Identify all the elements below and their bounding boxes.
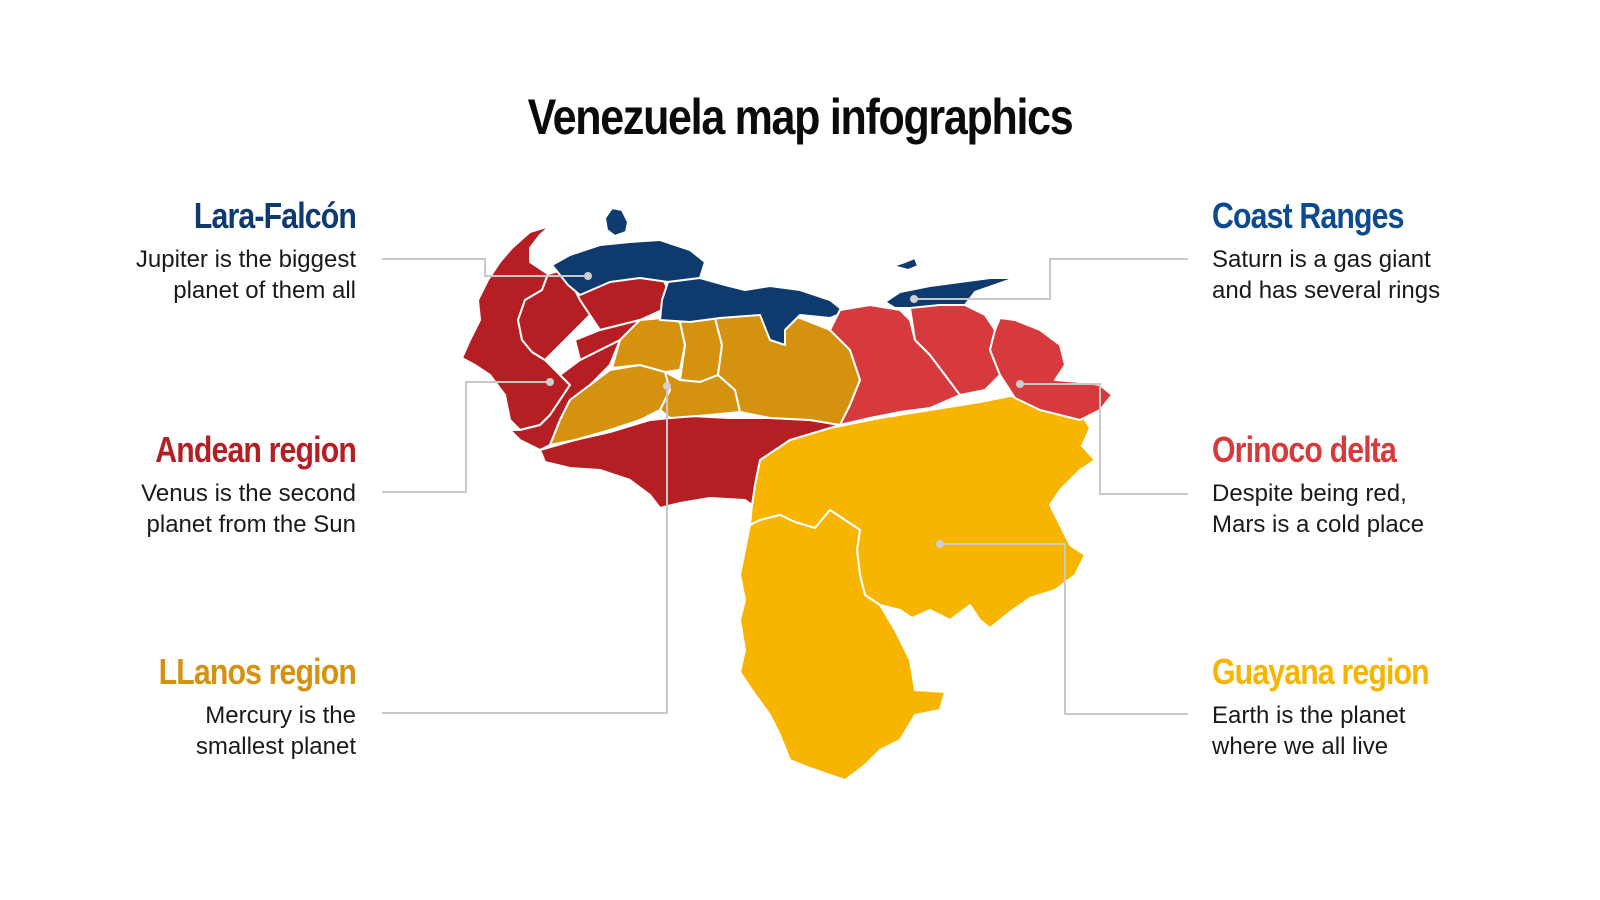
map-region-yaracuy[interactable]	[574, 319, 641, 361]
region-description: Jupiter is the biggest planet of them al…	[135, 246, 356, 304]
connector-andean	[382, 381, 550, 493]
map-region-paraguana[interactable]	[604, 207, 629, 237]
region-description: Despite being red, Mars is a cold place	[1212, 480, 1425, 538]
region-description: Earth is the planet where we all live	[1212, 702, 1406, 760]
region-description: Saturn is a gas giant and has several ri…	[1212, 246, 1441, 304]
connector-lara-falcon	[382, 258, 588, 277]
connector-guayana	[940, 543, 1188, 715]
region-heading: Orinoco delta	[1212, 429, 1397, 470]
region-heading: Coast Ranges	[1212, 195, 1404, 236]
region-block-llanos: LLanos region Mercury is the smallest pl…	[56, 650, 357, 762]
connector-dots	[546, 272, 1024, 548]
region-block-orinoco-delta: Orinoco delta Despite being red, Mars is…	[1212, 428, 1512, 540]
connector-llanos	[382, 386, 668, 714]
region-heading: Guayana region	[1212, 651, 1430, 692]
map-region-anzoategui[interactable]	[829, 304, 961, 426]
map-region-delta-amacuro[interactable]	[989, 317, 1113, 421]
region-heading: LLanos region	[158, 651, 357, 692]
region-block-andean: Andean region Venus is the second planet…	[56, 428, 357, 540]
region-heading: Andean region	[155, 429, 357, 470]
map-region-carabobo-aragua[interactable]	[659, 277, 846, 346]
region-description: Venus is the second planet from the Sun	[141, 480, 356, 538]
region-block-coast-ranges: Coast Ranges Saturn is a gas giant and h…	[1212, 194, 1512, 306]
region-block-guayana: Guayana region Earth is the planet where…	[1212, 650, 1512, 762]
page-title: Venezuela map infographics	[527, 89, 1074, 145]
region-heading: Lara-Falcón	[193, 195, 357, 236]
map-region-sucre-coast[interactable]	[884, 277, 1016, 309]
map-region-margarita[interactable]	[892, 257, 919, 271]
map-region-cojedes[interactable]	[679, 317, 723, 383]
region-block-lara-falcon: Lara-Falcón Jupiter is the biggest plane…	[56, 194, 357, 306]
connector-lines	[382, 258, 1188, 715]
connector-coast-ranges	[914, 258, 1188, 300]
connector-orinoco	[1020, 383, 1188, 495]
map-region-falcon[interactable]	[551, 239, 706, 296]
region-description: Mercury is the smallest planet	[195, 702, 356, 760]
map-region-amazonas[interactable]	[739, 509, 946, 781]
